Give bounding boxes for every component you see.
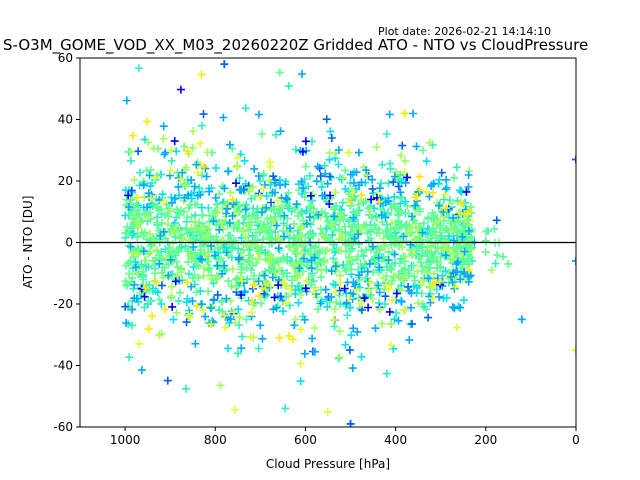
x-tick-label: 400 — [384, 433, 407, 447]
x-tick-label: 0 — [572, 433, 580, 447]
scatter-point — [220, 60, 229, 69]
scatter-point — [400, 109, 409, 118]
scatter-point — [572, 155, 576, 164]
scatter-markers — [128, 70, 473, 344]
scatter-point — [517, 315, 526, 324]
scatter-markers — [124, 85, 471, 316]
x-tick-label: 200 — [474, 433, 497, 447]
plot-frame — [79, 57, 577, 428]
scatter-point — [504, 260, 513, 269]
plot-area — [121, 60, 576, 427]
y-tick-label: -60 — [53, 420, 73, 434]
y-tick-label: 20 — [58, 174, 73, 188]
x-axis: 1000 800 600 400 200 0 — [110, 427, 580, 447]
scatter-point — [572, 256, 576, 265]
y-tick-label: 40 — [58, 113, 73, 127]
x-axis-label: Cloud Pressure [hPa] — [266, 457, 390, 471]
plot-date: Plot date: 2026-02-21 14:14:10 — [378, 25, 551, 38]
x-tick-label: 800 — [204, 433, 227, 447]
y-axis-label: ATO - NTO [DU] — [21, 196, 35, 289]
chart-title: S-O3M_GOME_VOD_XX_M03_20260220Z Gridded … — [3, 36, 588, 55]
scatter-point — [572, 346, 576, 355]
scatter-markers — [122, 70, 479, 375]
y-tick-label: 0 — [65, 236, 73, 250]
x-tick-label: 1000 — [110, 433, 141, 447]
x-tick-label: 600 — [294, 433, 317, 447]
y-tick-label: 60 — [58, 51, 73, 65]
y-tick-label: -20 — [53, 297, 73, 311]
y-axis: -60 -40 -20 0 20 40 60 — [53, 51, 80, 434]
y-tick-label: -40 — [53, 359, 73, 373]
